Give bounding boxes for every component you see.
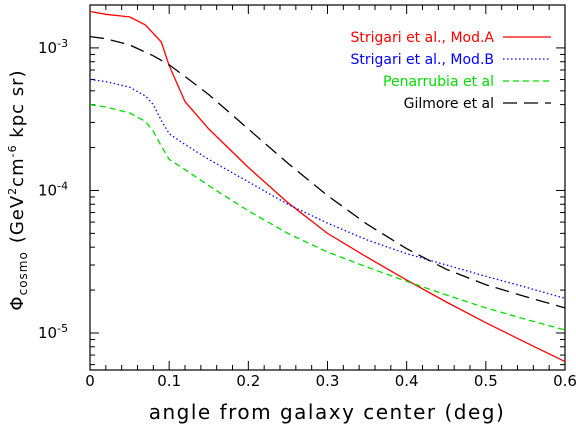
y-tick-label: 10-5 [38, 322, 68, 342]
legend: Strigari et al., Mod.A Strigari et al., M… [350, 30, 551, 112]
y-axis-label: Φcosmo (GeV2cm-6 kpc sr) [6, 69, 30, 310]
legend-label-2: Strigari et al., Mod.B [350, 52, 494, 68]
legend-label-1: Strigari et al., Mod.A [350, 30, 494, 46]
y-label-text2: cm [7, 157, 28, 186]
series-group [90, 10, 565, 363]
x-tick-label: 0.2 [236, 372, 260, 390]
y-label-subscript: cosmo [16, 251, 30, 295]
legend-label-4: Gilmore et al [404, 96, 494, 112]
x-tick-label: 0.1 [157, 372, 181, 390]
y-tick-labels: 10-5 10-4 10-3 [38, 37, 68, 342]
x-tick-label: 0.4 [395, 372, 419, 390]
y-tick-label: 10-3 [38, 37, 68, 57]
series-line-1 [90, 10, 565, 363]
x-tick-label: 0.6 [553, 372, 576, 390]
x-tick-label: 0.5 [474, 372, 498, 390]
series-line-4 [90, 35, 565, 309]
y-label-symbol: Φ [7, 295, 28, 310]
y-label-text1: (GeV [7, 195, 28, 243]
legend-label-3: Penarrubia et al [383, 74, 494, 90]
x-tick-label: 0.3 [316, 372, 340, 390]
x-tick-label: 0 [85, 372, 95, 390]
series-line-3 [90, 103, 565, 331]
axis-ticks [89, 4, 566, 370]
x-tick-labels: 0 0.1 0.2 0.3 0.4 0.5 0.6 [85, 372, 576, 390]
x-axis-label: angle from galaxy center (deg) [149, 400, 506, 424]
series-line-2 [90, 78, 565, 299]
y-label-text3: kpc sr) [7, 69, 28, 144]
y-label-sup2: -6 [6, 144, 19, 157]
y-label-sup1: 2 [6, 187, 19, 195]
y-tick-label: 10-4 [38, 179, 68, 199]
